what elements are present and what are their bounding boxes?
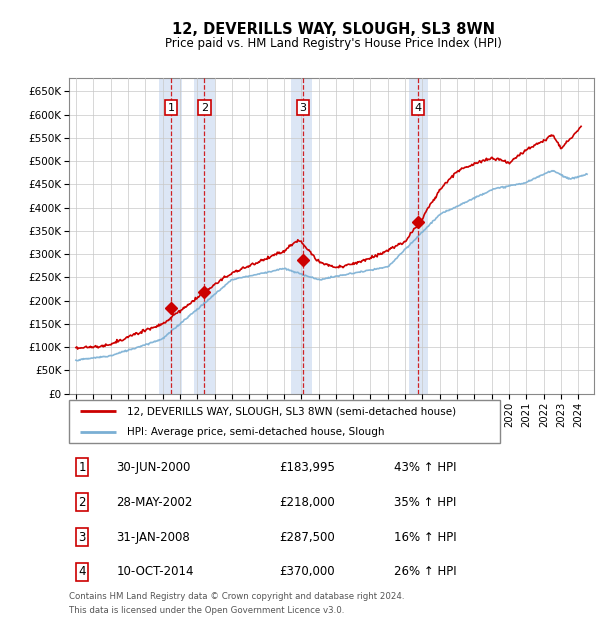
Text: 3: 3 (299, 102, 306, 113)
Text: 12, DEVERILLS WAY, SLOUGH, SL3 8WN: 12, DEVERILLS WAY, SLOUGH, SL3 8WN (172, 22, 494, 37)
Text: 4: 4 (415, 102, 422, 113)
Text: Price paid vs. HM Land Registry's House Price Index (HPI): Price paid vs. HM Land Registry's House … (164, 37, 502, 50)
Bar (409, 78, 428, 394)
Text: 2: 2 (79, 496, 86, 508)
Text: 31-JAN-2008: 31-JAN-2008 (116, 531, 190, 544)
Text: This data is licensed under the Open Government Licence v3.0.: This data is licensed under the Open Gov… (69, 606, 344, 615)
Text: 16% ↑ HPI: 16% ↑ HPI (395, 531, 457, 544)
Text: 2: 2 (201, 102, 208, 113)
Text: 1: 1 (79, 461, 86, 474)
Text: 4: 4 (79, 565, 86, 578)
Bar (291, 78, 311, 394)
Text: 10-OCT-2014: 10-OCT-2014 (116, 565, 194, 578)
Text: 35% ↑ HPI: 35% ↑ HPI (395, 496, 457, 508)
Text: 43% ↑ HPI: 43% ↑ HPI (395, 461, 457, 474)
Text: £218,000: £218,000 (279, 496, 335, 508)
Text: 30-JUN-2000: 30-JUN-2000 (116, 461, 191, 474)
Text: 12, DEVERILLS WAY, SLOUGH, SL3 8WN (semi-detached house): 12, DEVERILLS WAY, SLOUGH, SL3 8WN (semi… (127, 406, 456, 416)
FancyBboxPatch shape (69, 400, 499, 443)
Text: 1: 1 (168, 102, 175, 113)
Text: 3: 3 (79, 531, 86, 544)
Text: £370,000: £370,000 (279, 565, 335, 578)
Text: HPI: Average price, semi-detached house, Slough: HPI: Average price, semi-detached house,… (127, 427, 384, 437)
Text: Contains HM Land Registry data © Crown copyright and database right 2024.: Contains HM Land Registry data © Crown c… (69, 592, 404, 601)
Text: £183,995: £183,995 (279, 461, 335, 474)
Text: 26% ↑ HPI: 26% ↑ HPI (395, 565, 457, 578)
Bar (159, 78, 182, 394)
Bar (194, 78, 215, 394)
Text: £287,500: £287,500 (279, 531, 335, 544)
Text: 28-MAY-2002: 28-MAY-2002 (116, 496, 193, 508)
